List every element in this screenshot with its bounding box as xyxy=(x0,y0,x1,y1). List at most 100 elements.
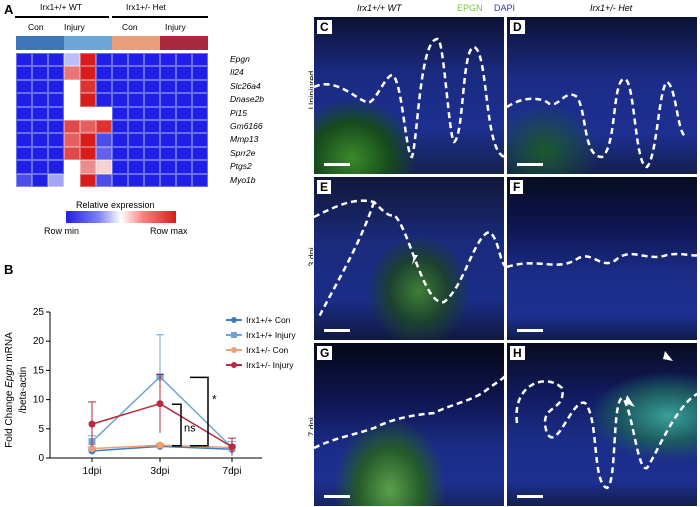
heatmap-cell xyxy=(128,120,144,134)
heatmap-cell xyxy=(128,93,144,107)
heatmap-cell xyxy=(32,160,48,174)
heatmap-cell xyxy=(112,133,128,147)
legend-item: Irx1+/+ Injury xyxy=(226,327,296,342)
scale-bar-h xyxy=(517,495,543,498)
legend-label: Irx1+/+ Injury xyxy=(246,329,296,340)
micrograph-c: C xyxy=(313,16,505,175)
heatmap-cell xyxy=(16,53,32,67)
heatmap-cell xyxy=(96,66,112,80)
heatmap-cell xyxy=(160,146,176,161)
micrograph-h: H xyxy=(506,342,698,507)
heatmap-cell xyxy=(80,93,96,107)
gene-label: Dnase2b xyxy=(230,94,265,105)
gene-label: Epgn xyxy=(230,54,250,64)
legend-title: Relative expression xyxy=(76,200,155,210)
heatmap-cell xyxy=(80,160,96,174)
data-point xyxy=(88,445,96,453)
legend-item: Irx1+/- Con xyxy=(226,342,296,357)
x-tick-label: 1dpi xyxy=(83,466,102,477)
heatmap-cell xyxy=(80,79,96,94)
micro-header-wt: Irx1+/+ WT xyxy=(357,3,402,13)
heatmap-cell xyxy=(144,93,160,107)
heatmap-cell xyxy=(64,106,80,120)
x-tick-label: 3dpi xyxy=(151,466,170,477)
gene-label: Il24 xyxy=(230,67,244,78)
scale-bar-d xyxy=(517,163,543,166)
heatmap-grid xyxy=(16,53,208,187)
heatmap-cell xyxy=(176,173,192,187)
heatmap-cell xyxy=(64,66,80,80)
heatmap-cell xyxy=(144,133,160,147)
heatmap-cell xyxy=(96,133,112,147)
group-color-cell xyxy=(64,36,80,50)
heatmap-cell xyxy=(160,66,176,80)
heatmap-cell xyxy=(32,146,48,161)
heatmap-cell xyxy=(96,146,112,161)
gene-label: Gm6166 xyxy=(230,121,263,131)
heatmap-cell xyxy=(64,173,80,187)
heatmap-cell xyxy=(64,53,80,67)
heatmap-cell xyxy=(32,173,48,187)
legend-swatch xyxy=(226,316,242,324)
group-color-cell xyxy=(16,36,32,50)
heatmap-cell xyxy=(144,120,160,134)
heatmap-cell xyxy=(176,160,192,174)
heatmap-cell xyxy=(16,93,32,107)
y-tick-label: 25 xyxy=(33,307,45,318)
heatmap-cell xyxy=(32,93,48,107)
heatmap-cell xyxy=(32,66,48,80)
heatmap-cell xyxy=(16,79,32,94)
heatmap-cell xyxy=(160,53,176,67)
heatmap-cell xyxy=(144,146,160,161)
heatmap-cell xyxy=(48,53,64,67)
y-axis-label: Fold Change Epgn mRNA xyxy=(4,332,15,448)
bracket-star xyxy=(190,376,209,447)
sub-label-wt-con: Con xyxy=(28,22,44,32)
legend-label: Irx1+/+ Con xyxy=(246,314,291,325)
heatmap-cell xyxy=(112,173,128,187)
sub-label-het-injury: Injury xyxy=(165,22,186,32)
heatmap-cell xyxy=(192,66,208,80)
panel-label-e: E xyxy=(317,180,332,194)
heatmap-cell xyxy=(192,146,208,161)
heatmap-cell xyxy=(176,133,192,147)
heatmap-cell xyxy=(192,53,208,67)
heatmap-cell xyxy=(112,146,128,161)
heatmap-cell xyxy=(48,106,64,120)
heatmap-cell xyxy=(128,160,144,174)
heatmap-cell xyxy=(176,106,192,120)
micro-header-het: Irx1+/- Het xyxy=(590,3,633,13)
heatmap-cell xyxy=(112,120,128,134)
data-point xyxy=(228,443,236,451)
heatmap-cell xyxy=(112,79,128,94)
scale-bar-e xyxy=(324,329,350,332)
heatmap-cell xyxy=(112,93,128,107)
heatmap-cell xyxy=(32,106,48,120)
heatmap-cell xyxy=(16,173,32,187)
group-wt-bar xyxy=(15,16,109,18)
heatmap-cell xyxy=(128,79,144,94)
micro-header-dapi: DAPI xyxy=(494,3,516,13)
heatmap-cell xyxy=(96,106,112,120)
y-tick-label: 10 xyxy=(33,395,45,406)
heatmap-cell xyxy=(128,173,144,187)
legend-min: Row min xyxy=(44,226,80,236)
panel-label-f: F xyxy=(510,180,524,194)
group-color-cell xyxy=(32,36,48,50)
heatmap-cell xyxy=(96,79,112,94)
gene-label: Myo1b xyxy=(230,174,256,185)
legend-swatch xyxy=(226,331,242,339)
heatmap-cell xyxy=(16,120,32,134)
micrograph-e: E xyxy=(313,176,505,341)
heatmap-group-wt: Irx1+/+ WT xyxy=(40,2,83,12)
legend-item: Irx1+/+ Con xyxy=(226,312,296,327)
gene-label: Sprr2e xyxy=(230,147,256,158)
heatmap-cell xyxy=(112,66,128,80)
heatmap-cell xyxy=(64,120,80,134)
heatmap-cell xyxy=(192,120,208,134)
heatmap-cell xyxy=(16,66,32,80)
y-tick-label: 20 xyxy=(33,336,45,347)
group-color-cell xyxy=(96,36,112,50)
series-line xyxy=(91,375,233,449)
legend-swatch xyxy=(226,361,242,369)
